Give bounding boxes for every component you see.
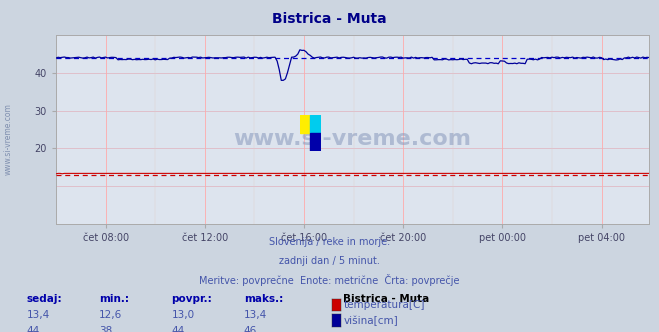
Text: Bistrica - Muta: Bistrica - Muta <box>343 294 429 304</box>
Text: Bistrica - Muta: Bistrica - Muta <box>272 12 387 26</box>
Text: maks.:: maks.: <box>244 294 283 304</box>
Text: min.:: min.: <box>99 294 129 304</box>
Text: Slovenija / reke in morje.: Slovenija / reke in morje. <box>269 237 390 247</box>
Bar <box>300 115 310 133</box>
Bar <box>310 133 321 151</box>
Text: 13,4: 13,4 <box>26 310 49 320</box>
Text: 46: 46 <box>244 326 257 332</box>
Text: zadnji dan / 5 minut.: zadnji dan / 5 minut. <box>279 256 380 266</box>
Text: Meritve: povprečne  Enote: metrične  Črta: povprečje: Meritve: povprečne Enote: metrične Črta:… <box>199 274 460 286</box>
Text: 13,4: 13,4 <box>244 310 267 320</box>
Text: povpr.:: povpr.: <box>171 294 212 304</box>
Text: sedaj:: sedaj: <box>26 294 62 304</box>
Text: 44: 44 <box>171 326 185 332</box>
Text: www.si-vreme.com: www.si-vreme.com <box>3 104 13 175</box>
Text: 12,6: 12,6 <box>99 310 122 320</box>
Text: 44: 44 <box>26 326 40 332</box>
Text: 38: 38 <box>99 326 112 332</box>
Text: www.si-vreme.com: www.si-vreme.com <box>233 129 472 149</box>
Bar <box>310 115 321 133</box>
Text: 13,0: 13,0 <box>171 310 194 320</box>
Text: višina[cm]: višina[cm] <box>344 316 399 326</box>
Text: temperatura[C]: temperatura[C] <box>344 300 426 310</box>
